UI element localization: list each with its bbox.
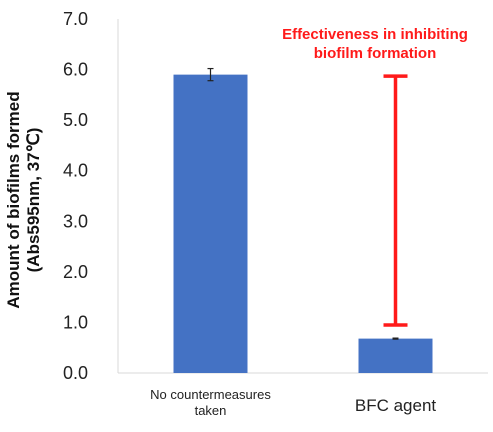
- y-axis-label-line-2: (Abs595nm, 37℃): [24, 128, 43, 273]
- y-tick-label: 6.0: [63, 60, 88, 80]
- x-category-label: BFC agent: [355, 396, 437, 415]
- y-axis-ticks: 0.0 1.0 2.0 3.0 4.0 5.0 6.0 7.0: [63, 9, 88, 383]
- y-tick-label: 2.0: [63, 262, 88, 282]
- y-tick-label: 7.0: [63, 9, 88, 29]
- y-tick-label: 4.0: [63, 161, 88, 181]
- x-category-label: No countermeasures: [150, 387, 271, 402]
- y-axis-label: Amount of biofilms formed (Abs595nm, 37℃…: [4, 91, 43, 308]
- y-tick-label: 1.0: [63, 312, 88, 332]
- x-category-label: taken: [195, 403, 227, 418]
- bars: [174, 75, 433, 373]
- annotation-text: biofilm formation: [314, 45, 437, 62]
- bar: [174, 75, 248, 373]
- y-tick-label: 3.0: [63, 211, 88, 231]
- annotation-text: Effectiveness in inhibiting: [282, 26, 468, 43]
- bar: [359, 339, 433, 373]
- y-tick-label: 5.0: [63, 110, 88, 130]
- y-tick-label: 0.0: [63, 363, 88, 383]
- annotation: Effectiveness in inhibiting biofilm forma…: [282, 26, 468, 325]
- y-axis-label-line-1: Amount of biofilms formed: [4, 91, 23, 308]
